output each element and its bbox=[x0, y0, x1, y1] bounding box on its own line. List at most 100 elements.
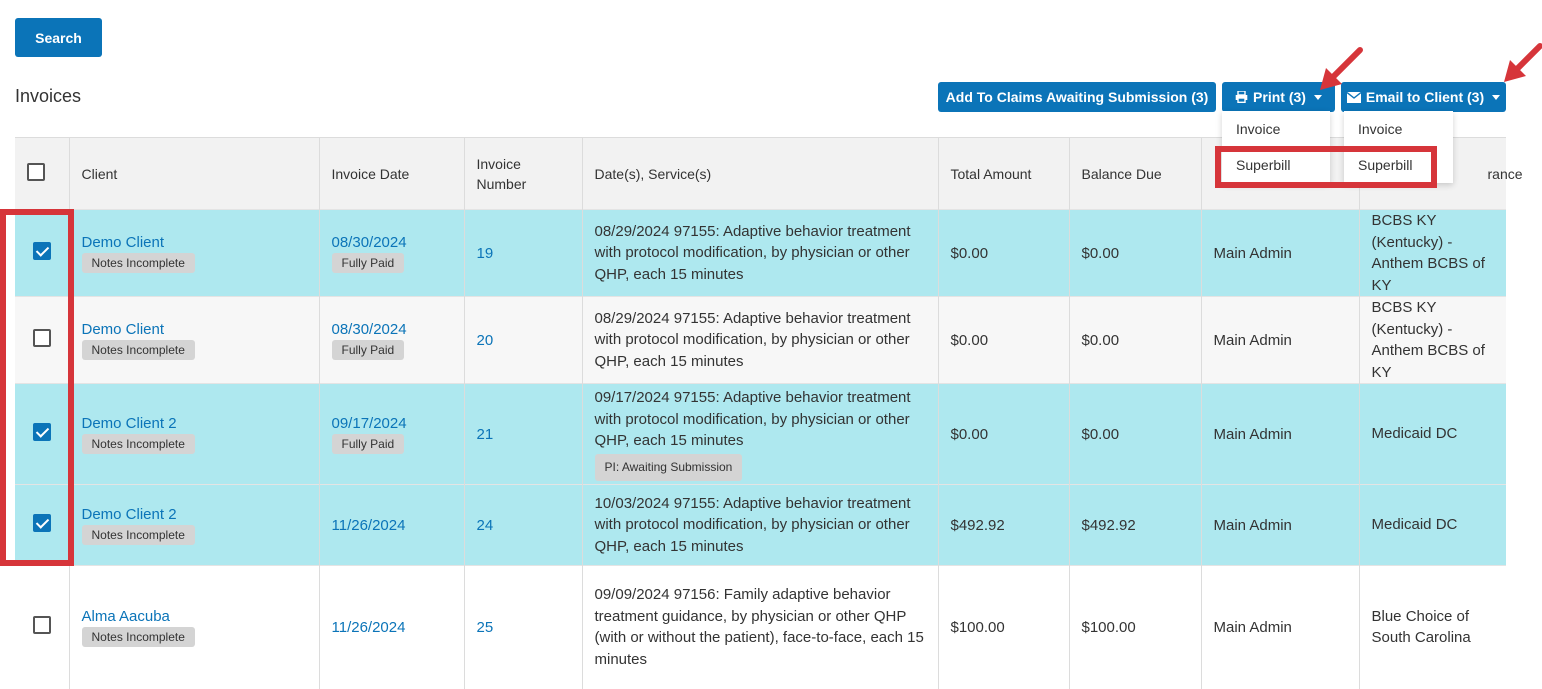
staff-cell: Main Admin bbox=[1200, 565, 1359, 689]
column-header-invoice-date[interactable]: Invoice Date bbox=[318, 137, 464, 210]
print-button[interactable]: Print (3) bbox=[1222, 82, 1335, 112]
invoice-number-link[interactable]: 19 bbox=[476, 244, 494, 262]
column-header-total-amount[interactable]: Total Amount bbox=[937, 137, 1069, 210]
row-checkbox[interactable] bbox=[32, 616, 51, 635]
row-checkbox[interactable] bbox=[32, 514, 51, 532]
insurance-cell: Medicaid DC bbox=[1358, 484, 1506, 566]
services-cell: 08/29/2024 97155: Adaptive behavior trea… bbox=[581, 296, 938, 384]
search-button[interactable]: Search bbox=[15, 18, 102, 57]
invoice-number-cell: 20 bbox=[463, 296, 582, 384]
search-button-label: Search bbox=[35, 29, 82, 46]
total-amount-cell: $492.92 bbox=[937, 484, 1069, 566]
services-cell: 09/09/2024 97156: Family adaptive behavi… bbox=[581, 565, 938, 689]
balance-due-cell: $0.00 bbox=[1068, 296, 1201, 384]
annotation-arrow-icon bbox=[1504, 43, 1542, 82]
insurance-cell: BCBS KY (Kentucky) - Anthem BCBS of KY bbox=[1358, 296, 1506, 384]
table-row: Demo Client 2 Notes Incomplete 09/17/2024… bbox=[15, 383, 1506, 485]
annotation-arrow-icon bbox=[1320, 47, 1363, 90]
invoice-date-cell: 11/26/2024 bbox=[318, 565, 464, 689]
client-link[interactable]: Demo Client bbox=[81, 320, 165, 338]
column-header-invoice-number[interactable]: Invoice Number bbox=[463, 137, 582, 210]
claim-status-badge: PI: Awaiting Submission bbox=[594, 453, 743, 481]
print-menu-invoice[interactable]: Invoice bbox=[1236, 121, 1281, 137]
status-badge: Notes Incomplete bbox=[81, 524, 195, 545]
email-dropdown-menu: Invoice Superbill bbox=[1344, 111, 1453, 183]
select-all-checkbox[interactable] bbox=[27, 163, 45, 181]
invoice-date-link[interactable]: 11/26/2024 bbox=[331, 516, 406, 534]
invoice-number-link[interactable]: 24 bbox=[476, 516, 494, 534]
row-select-cell bbox=[15, 209, 69, 297]
print-menu-superbill[interactable]: Superbill bbox=[1236, 157, 1291, 173]
service-description: 09/17/2024 97155: Adaptive behavior trea… bbox=[594, 389, 911, 449]
status-badge: Notes Incomplete bbox=[81, 339, 195, 360]
total-amount-cell: $0.00 bbox=[937, 383, 1069, 485]
staff-cell: Main Admin bbox=[1200, 383, 1359, 485]
email-menu-invoice[interactable]: Invoice bbox=[1358, 121, 1403, 137]
email-to-client-button[interactable]: Email to Client (3) bbox=[1341, 82, 1506, 112]
client-cell: Demo Client Notes Incomplete bbox=[68, 209, 319, 297]
services-cell: 10/03/2024 97155: Adaptive behavior trea… bbox=[581, 484, 938, 566]
status-badge: Fully Paid bbox=[331, 252, 405, 273]
invoice-number-cell: 24 bbox=[463, 484, 582, 566]
chevron-down-icon bbox=[1492, 94, 1501, 100]
column-header-services[interactable]: Date(s), Service(s) bbox=[581, 137, 938, 210]
row-select-cell bbox=[15, 383, 69, 485]
invoice-date-cell: 08/30/2024 Fully Paid bbox=[318, 296, 464, 384]
balance-due-cell: $100.00 bbox=[1068, 565, 1201, 689]
row-checkbox[interactable] bbox=[32, 329, 51, 347]
envelope-icon bbox=[1346, 91, 1361, 103]
invoice-date-cell: 08/30/2024 Fully Paid bbox=[318, 209, 464, 297]
invoice-number-link[interactable]: 21 bbox=[476, 425, 494, 443]
balance-due-cell: $492.92 bbox=[1068, 484, 1201, 566]
staff-cell: Main Admin bbox=[1200, 209, 1359, 297]
status-badge: Notes Incomplete bbox=[81, 433, 195, 454]
column-header-balance-due[interactable]: Balance Due bbox=[1068, 137, 1201, 210]
invoice-date-cell: 09/17/2024 Fully Paid bbox=[318, 383, 464, 485]
invoice-number-link[interactable]: 25 bbox=[476, 618, 494, 636]
invoice-date-link[interactable]: 08/30/2024 bbox=[331, 233, 407, 251]
email-button-label: Email to Client (3) bbox=[1365, 89, 1485, 105]
status-badge: Fully Paid bbox=[331, 339, 405, 360]
total-amount-cell: $0.00 bbox=[937, 209, 1069, 297]
balance-due-cell: $0.00 bbox=[1068, 383, 1201, 485]
table-row: Demo Client Notes Incomplete 08/30/2024 Fu… bbox=[15, 209, 1506, 297]
printer-icon bbox=[1235, 91, 1248, 103]
row-select-cell bbox=[15, 296, 69, 384]
insurance-cell: BCBS KY (Kentucky) - Anthem BCBS of KY bbox=[1358, 209, 1506, 297]
services-cell: 08/29/2024 97155: Adaptive behavior trea… bbox=[581, 209, 938, 297]
invoice-number-link[interactable]: 20 bbox=[476, 331, 494, 349]
select-all-cell bbox=[15, 137, 69, 210]
row-checkbox[interactable] bbox=[32, 423, 51, 441]
add-to-claims-label: Add To Claims Awaiting Submission (3) bbox=[945, 89, 1209, 105]
email-menu-superbill[interactable]: Superbill bbox=[1358, 157, 1413, 173]
page-title: Invoices bbox=[15, 86, 82, 106]
total-amount-cell: $100.00 bbox=[937, 565, 1069, 689]
staff-cell: Main Admin bbox=[1200, 296, 1359, 384]
total-amount-cell: $0.00 bbox=[937, 296, 1069, 384]
invoice-date-link[interactable]: 09/17/2024 bbox=[331, 414, 407, 432]
client-link[interactable]: Demo Client 2 bbox=[81, 505, 177, 523]
invoice-date-link[interactable]: 08/30/2024 bbox=[331, 320, 407, 338]
row-select-cell bbox=[15, 484, 69, 566]
client-link[interactable]: Demo Client bbox=[81, 233, 165, 251]
client-cell: Alma Aacuba Notes Incomplete bbox=[68, 565, 319, 689]
client-link[interactable]: Demo Client 2 bbox=[81, 414, 177, 432]
add-to-claims-button[interactable]: Add To Claims Awaiting Submission (3) bbox=[938, 82, 1216, 112]
table-row: Alma Aacuba Notes Incomplete 11/26/2024 2… bbox=[15, 565, 1506, 689]
status-badge: Notes Incomplete bbox=[81, 626, 195, 647]
status-badge: Notes Incomplete bbox=[81, 252, 195, 273]
invoice-date-link[interactable]: 11/26/2024 bbox=[331, 618, 406, 636]
insurance-cell: Blue Choice of South Carolina bbox=[1358, 565, 1506, 689]
staff-cell: Main Admin bbox=[1200, 484, 1359, 566]
chevron-down-icon bbox=[1313, 94, 1322, 100]
table-row: Demo Client 2 Notes Incomplete 11/26/2024… bbox=[15, 484, 1506, 566]
row-checkbox[interactable] bbox=[32, 242, 51, 260]
balance-due-cell: $0.00 bbox=[1068, 209, 1201, 297]
invoice-number-cell: 25 bbox=[463, 565, 582, 689]
table-row: Demo Client Notes Incomplete 08/30/2024 Fu… bbox=[15, 296, 1506, 384]
client-link[interactable]: Alma Aacuba bbox=[81, 607, 170, 625]
invoice-number-cell: 21 bbox=[463, 383, 582, 485]
client-cell: Demo Client 2 Notes Incomplete bbox=[68, 484, 319, 566]
column-header-client[interactable]: Client bbox=[68, 137, 319, 210]
print-dropdown-menu: Invoice Superbill bbox=[1222, 111, 1330, 183]
